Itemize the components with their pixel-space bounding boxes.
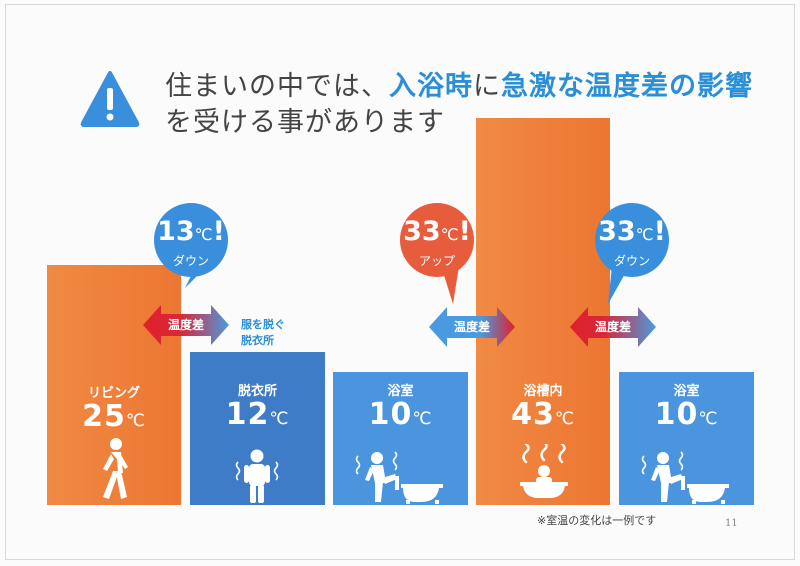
room-label: 脱衣所 — [237, 384, 277, 399]
bubble-value: 33℃! — [594, 216, 670, 247]
value-number: 13 — [157, 216, 195, 247]
shivering-person-icon — [235, 449, 279, 503]
person-entering-bath-icon — [355, 451, 443, 504]
arrow-label: 温度差 — [453, 320, 490, 334]
value-number: 33 — [403, 216, 441, 247]
bubble-direction: アップ — [418, 254, 455, 268]
temp-value: 43 — [511, 397, 555, 432]
double-arrow-icon — [143, 305, 229, 345]
bubble-direction: ダウン — [172, 254, 209, 268]
temp-unit: ℃ — [554, 409, 575, 429]
bubble-value: 33℃! — [399, 216, 475, 247]
title-highlight-temperature: 急激な温度差の影響 — [501, 71, 753, 102]
room-label: 浴室 — [387, 384, 414, 399]
temp-unit: ℃ — [698, 409, 719, 429]
value-unit: ℃ — [635, 225, 654, 244]
footnote: ※室温の変化は一例です — [537, 514, 657, 527]
temp-value: 10 — [654, 397, 699, 432]
temp-difference-arrow: 温度差 — [143, 305, 229, 345]
room-label: リビング — [87, 386, 140, 401]
person-in-hot-bath-icon — [520, 444, 568, 498]
double-arrow-icon — [429, 307, 515, 347]
temp-unit: ℃ — [125, 411, 146, 431]
room-label: 浴槽内 — [523, 384, 563, 399]
room-temp: 10℃ — [333, 397, 468, 432]
temp-change-bubble-up: 33℃! アップ — [399, 203, 475, 304]
room-temp: 10℃ — [619, 397, 754, 432]
page-title-line1: 住まいの中では、入浴時に急激な温度差の影響 — [165, 64, 753, 103]
temp-change-bubble-down: 13℃! ダウン — [153, 203, 229, 288]
bubble-shape — [400, 203, 474, 304]
title-mid: に — [473, 71, 501, 102]
value-unit: ℃ — [194, 225, 213, 244]
title-highlight-bathing: 入浴時 — [389, 71, 473, 102]
temp-change-bubble-down-exit: 33℃! ダウン — [594, 203, 670, 304]
person-leaving-bath-icon — [641, 451, 729, 504]
temp-unit: ℃ — [269, 409, 290, 429]
room-bar-bathroom: 浴室 10℃ — [333, 372, 468, 505]
bubble-shape — [595, 203, 669, 304]
changing-room-note: 服を脱ぐ 脱衣所 — [241, 317, 285, 349]
bubble-shape — [154, 203, 228, 288]
temp-unit: ℃ — [412, 409, 433, 429]
page-title-line2: を受ける事があります — [165, 107, 445, 138]
room-temp: 43℃ — [476, 397, 610, 432]
temp-value: 12 — [225, 397, 270, 432]
bubble-value: 13℃! — [153, 216, 229, 247]
bubble-direction: ダウン — [613, 254, 650, 268]
room-temp: 12℃ — [190, 397, 325, 432]
double-arrow-icon — [570, 307, 656, 347]
value-number: 33 — [598, 216, 636, 247]
value-mark: ! — [212, 216, 225, 247]
room-bar-living: リビング 25℃ — [47, 265, 181, 505]
temp-value: 10 — [368, 397, 413, 432]
arrow-label: 温度差 — [594, 320, 631, 334]
note-line1: 服を脱ぐ — [241, 318, 285, 331]
page-number: 11 — [725, 518, 738, 529]
value-unit: ℃ — [440, 225, 459, 244]
arrow-label: 温度差 — [167, 318, 204, 332]
room-bar-bathroom-exit: 浴室 10℃ — [619, 372, 754, 505]
room-bar-changing-room: 脱衣所 12℃ — [190, 352, 325, 505]
title-prefix: 住まいの中では、 — [165, 71, 389, 102]
value-mark: ! — [653, 216, 666, 247]
temp-difference-arrow: 温度差 — [429, 307, 515, 347]
warning-icon — [80, 70, 140, 128]
value-mark: ! — [458, 216, 471, 247]
note-line2: 脱衣所 — [241, 334, 274, 347]
temp-value: 25 — [82, 399, 126, 434]
walking-person-icon — [103, 438, 128, 499]
temp-difference-arrow: 温度差 — [570, 307, 656, 347]
room-label: 浴室 — [673, 384, 700, 399]
slide-frame — [5, 4, 795, 560]
room-temp: 25℃ — [47, 399, 181, 434]
